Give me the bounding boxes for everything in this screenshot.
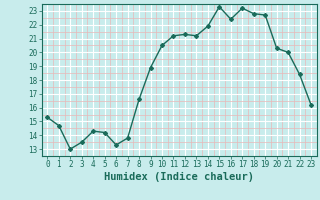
X-axis label: Humidex (Indice chaleur): Humidex (Indice chaleur) bbox=[104, 172, 254, 182]
